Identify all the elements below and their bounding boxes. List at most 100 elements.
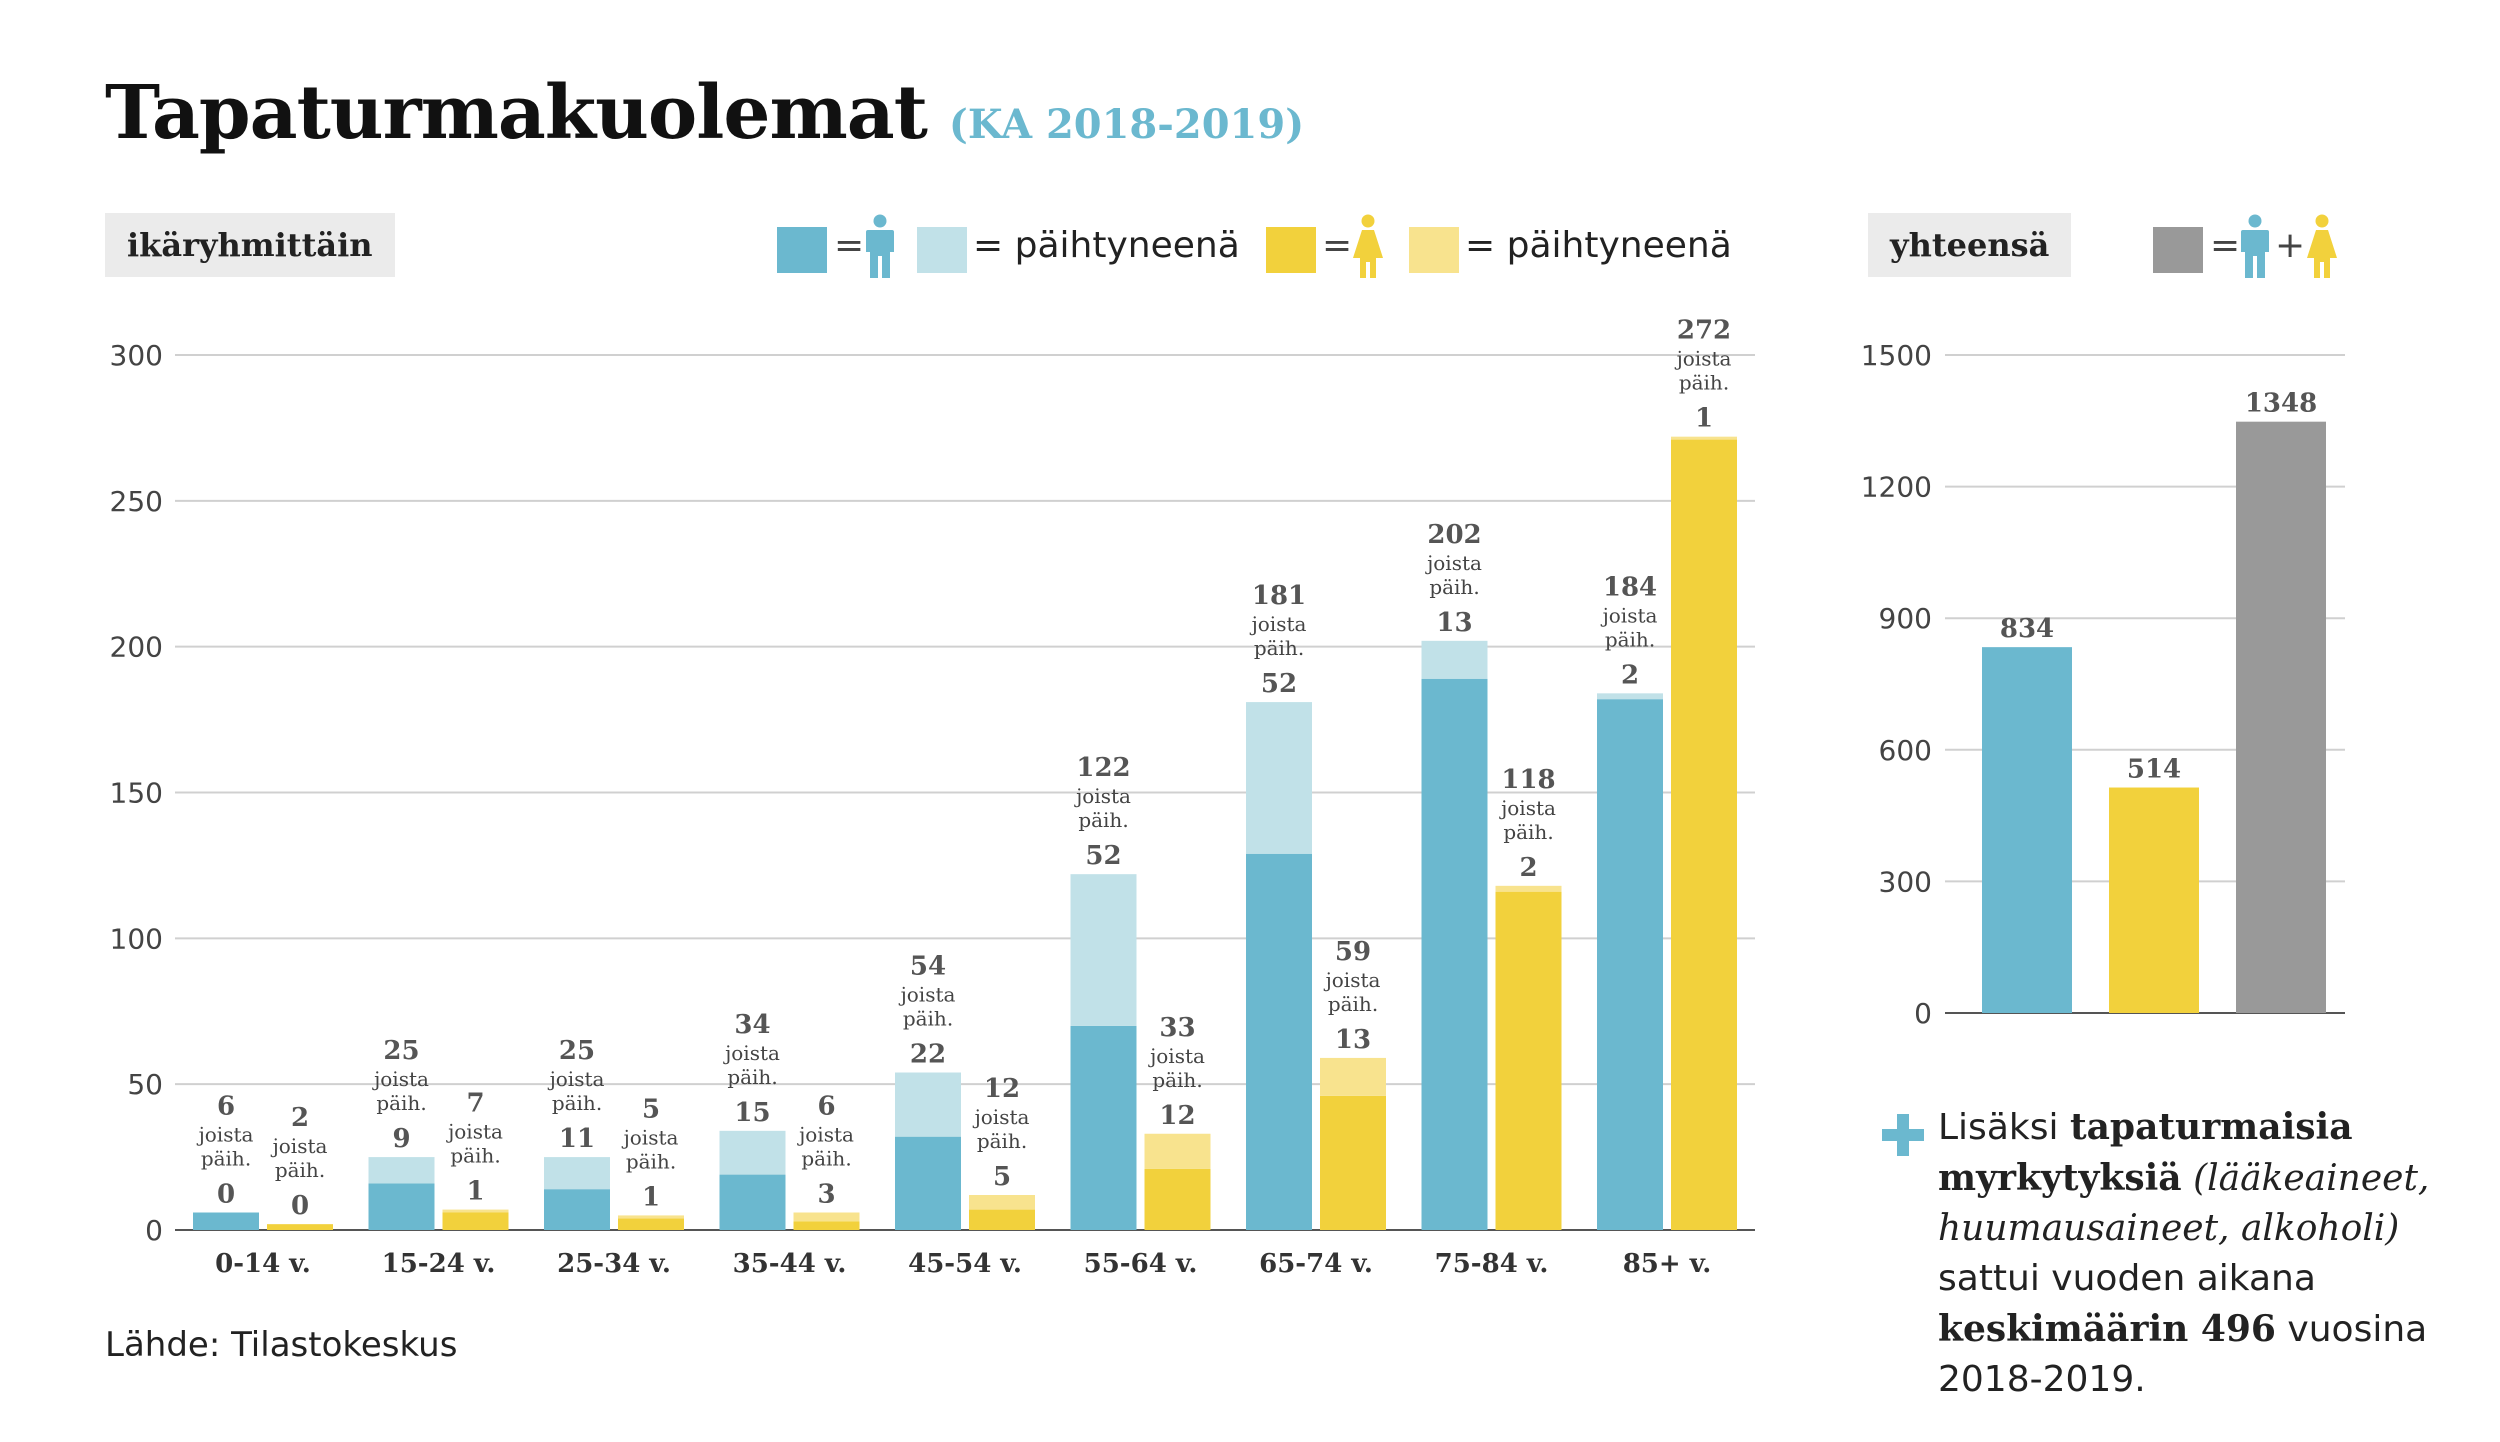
- legend-women-intox-label: = päihtyneenä: [1465, 225, 1732, 266]
- data-label-total: 202: [1427, 520, 1481, 550]
- data-label-joista: joista: [372, 1067, 429, 1091]
- bar-women-sober: [267, 1224, 333, 1230]
- data-label-intoxicated: 2: [1519, 853, 1537, 883]
- data-label-joista: joista: [723, 1041, 780, 1065]
- x-tick-label: 55-64 v.: [1084, 1249, 1198, 1279]
- data-label-intoxicated: 3: [817, 1180, 835, 1210]
- bar-men-intoxicated: [1070, 874, 1137, 1026]
- data-label-intoxicated: 9: [392, 1124, 410, 1154]
- bar-men-sober: [1597, 699, 1663, 1230]
- data-label-total: 25: [559, 1036, 595, 1066]
- data-label-joista: joista: [1148, 1044, 1205, 1068]
- data-label-joista: joista: [1250, 612, 1307, 636]
- y-tick-label: 0: [145, 1214, 163, 1247]
- data-label-total: 6: [817, 1092, 835, 1122]
- note-bold-2: keskimäärin 496: [1938, 1308, 2276, 1350]
- data-label-intoxicated: 12: [1159, 1101, 1195, 1131]
- data-label-intoxicated: 52: [1261, 669, 1297, 699]
- total-chart: 0 300 600 900 1200 1500 834 514 1348: [1861, 339, 2345, 1030]
- bar-women-sober: [442, 1212, 509, 1230]
- bar-women-intoxicated: [1144, 1133, 1211, 1169]
- data-label-total: 118: [1501, 765, 1555, 795]
- data-label-paih: päih.: [977, 1129, 1027, 1153]
- data-label-paih: päih.: [1152, 1068, 1202, 1092]
- y-tick-label: 1500: [1861, 339, 1932, 372]
- bar-men-sober: [193, 1212, 259, 1230]
- x-tick-label: 75-84 v.: [1435, 1249, 1549, 1279]
- data-label-paih: päih.: [801, 1147, 851, 1171]
- data-label-intoxicated: 52: [1085, 841, 1121, 871]
- bar-women-intoxicated: [1320, 1057, 1386, 1096]
- data-label-intoxicated: 0: [217, 1180, 235, 1210]
- bar-women-sober: [1144, 1168, 1211, 1230]
- data-label-joista: joista: [446, 1120, 503, 1144]
- data-label-paih: päih.: [903, 1007, 953, 1031]
- data-label-joista: joista: [1499, 796, 1556, 820]
- data-label-paih: päih.: [1429, 575, 1479, 599]
- data-label-total: 1348: [2245, 389, 2317, 419]
- data-label-intoxicated: 11: [559, 1124, 595, 1154]
- bar-men-intoxicated: [1421, 640, 1488, 679]
- data-label-paih: päih.: [1503, 820, 1553, 844]
- data-label-intoxicated: 2: [1621, 660, 1639, 690]
- data-label-total: 12: [984, 1074, 1020, 1104]
- legend-eq-total: =: [2210, 225, 2241, 266]
- data-label-total: 181: [1252, 581, 1306, 611]
- bar-women-intoxicated: [1671, 436, 1737, 440]
- bar-women-intoxicated: [969, 1195, 1035, 1210]
- data-label-total: 834: [2000, 614, 2054, 644]
- source-note: Lähde: Tilastokeskus: [105, 1325, 458, 1365]
- data-label-total: 2: [291, 1103, 309, 1133]
- bar-men-sober: [368, 1183, 435, 1230]
- legend-women-swatch: [1266, 227, 1316, 273]
- total-bar-men: [1982, 647, 2072, 1013]
- data-label-total: 59: [1335, 937, 1371, 967]
- bar-men-intoxicated: [895, 1072, 961, 1137]
- x-tick-label: 25-34 v.: [557, 1249, 671, 1279]
- y-tick-label: 300: [110, 339, 163, 372]
- data-label-total: 5: [642, 1094, 660, 1124]
- data-label-joista: joista: [197, 1123, 254, 1147]
- data-label-intoxicated: 1: [466, 1177, 484, 1207]
- y-tick-label: 150: [110, 777, 163, 810]
- y-tick-label: 100: [110, 922, 163, 955]
- x-tick-label: 85+ v.: [1623, 1249, 1712, 1279]
- x-tick-label: 65-74 v.: [1259, 1249, 1373, 1279]
- data-label-paih: päih.: [201, 1147, 251, 1171]
- x-tick-label: 45-54 v.: [908, 1249, 1022, 1279]
- data-label-total: 7: [466, 1089, 484, 1119]
- bar-women-intoxicated: [1495, 885, 1562, 892]
- title-text: Tapaturmakuolemat: [105, 70, 928, 156]
- legend-total-swatch: [2153, 227, 2203, 273]
- data-label-paih: päih.: [1679, 371, 1729, 395]
- bar-men-intoxicated: [1246, 702, 1312, 854]
- bar-men-sober: [1246, 853, 1312, 1230]
- legend-men-intox-swatch: [917, 227, 967, 273]
- note-bold-1: tapaturmaisia myrkytyksiä: [1938, 1106, 2353, 1199]
- female-icon: [1353, 214, 1383, 278]
- data-label-paih: päih.: [1605, 627, 1655, 651]
- data-label-joista: joista: [622, 1125, 679, 1149]
- data-label-intoxicated: 13: [1436, 608, 1472, 638]
- data-label-joista: joista: [899, 983, 956, 1007]
- bar-men-intoxicated: [1597, 693, 1663, 700]
- note-italic: (lääkeaineet, huumausaineet, alkoholi): [1938, 1158, 2430, 1249]
- bar-men-sober: [1421, 678, 1488, 1230]
- bar-women-sober: [1495, 891, 1562, 1230]
- x-tick-label: 0-14 v.: [215, 1249, 311, 1279]
- note-text-1: Lisäksi: [1938, 1107, 2070, 1148]
- data-label-joista: joista: [797, 1123, 854, 1147]
- x-tick-label: 15-24 v.: [382, 1249, 496, 1279]
- data-label-joista: joista: [1601, 603, 1658, 627]
- data-label-intoxicated: 1: [642, 1182, 660, 1212]
- bar-women-intoxicated: [618, 1215, 684, 1219]
- data-label-paih: päih.: [1328, 992, 1378, 1016]
- data-label-paih: päih.: [1078, 808, 1128, 832]
- data-label-paih: päih.: [376, 1091, 426, 1115]
- data-label-intoxicated: 5: [993, 1162, 1011, 1192]
- male-icon-total: [2241, 214, 2269, 278]
- y-tick-label: 50: [127, 1068, 163, 1101]
- y-tick-label: 200: [110, 631, 163, 664]
- bar-men-sober: [544, 1189, 610, 1230]
- data-label-joista: joista: [1425, 551, 1482, 575]
